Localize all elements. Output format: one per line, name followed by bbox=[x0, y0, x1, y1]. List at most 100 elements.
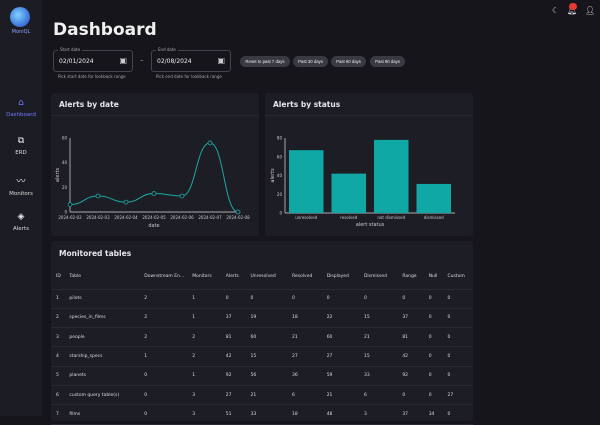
x-tick-label: not dismissed bbox=[377, 215, 405, 220]
table-cell: 2 bbox=[139, 308, 188, 329]
column-header[interactable]: Dismissed bbox=[358, 264, 398, 290]
sidebar-item-monitors[interactable]: 〰 Monitors bbox=[0, 174, 42, 197]
table-cell: 60 bbox=[321, 327, 359, 348]
nav-label: Monitors bbox=[9, 191, 33, 197]
dark-mode-icon[interactable]: ☾ bbox=[552, 6, 560, 15]
sidebar-item-erd[interactable]: ⧉ ERD bbox=[0, 136, 42, 156]
table-cell: 34 bbox=[423, 404, 443, 425]
table-cell: 0 bbox=[423, 308, 443, 329]
card-title: Alerts by date bbox=[51, 93, 259, 116]
table-row[interactable]: 1 pilots 2 1 0 0 0 0 0 0 0 0 bbox=[51, 289, 473, 309]
table-cell: 15 bbox=[358, 308, 398, 329]
past-60-days-button[interactable]: Past 60 days bbox=[331, 56, 366, 67]
data-point bbox=[67, 202, 73, 207]
calendar-icon[interactable]: ▣ bbox=[217, 56, 225, 65]
table-cell: 0 bbox=[358, 289, 398, 309]
table-row[interactable]: 2 species_in_films 2 1 37 19 18 22 15 37 0 0 bbox=[51, 308, 473, 329]
notifications-icon[interactable]: 🔔︎ bbox=[567, 6, 578, 15]
column-header[interactable]: ID bbox=[51, 264, 65, 290]
table-cell: 0 bbox=[321, 289, 359, 309]
end-date-input[interactable]: End date 02/08/2024 ▣ bbox=[151, 47, 231, 72]
table-row[interactable]: 4 starship_specs 1 2 42 15 27 27 15 42 0 0 bbox=[51, 346, 473, 367]
table-row[interactable]: 7 films 0 3 51 33 18 48 3 37 34 0 bbox=[51, 404, 473, 425]
table-cell: 42 bbox=[220, 346, 246, 367]
data-point bbox=[95, 193, 101, 199]
column-header[interactable]: Displayed bbox=[321, 264, 359, 290]
sidebar-item-alerts[interactable]: ◈ Alerts bbox=[0, 212, 42, 232]
table-cell: 0 bbox=[245, 289, 287, 309]
logo-icon[interactable] bbox=[10, 7, 30, 27]
start-date-input[interactable]: Start date 02/01/2024 ▣ bbox=[53, 47, 133, 72]
table-cell: 2 bbox=[139, 327, 188, 348]
column-header[interactable]: Range bbox=[397, 264, 424, 290]
alerts-by-status-card: Alerts by status 0 20 40 60 80 unresolved reso… bbox=[265, 93, 473, 236]
nav-label: Dashboard bbox=[6, 112, 36, 118]
table-cell: 81 bbox=[397, 327, 424, 348]
table-cell: 4 bbox=[51, 346, 65, 367]
end-date-help: Pick end date for lookback range bbox=[156, 74, 222, 79]
table-cell: people bbox=[64, 327, 140, 348]
table-row[interactable]: 5 planets 0 1 92 56 36 59 33 92 0 0 bbox=[51, 366, 473, 386]
table-cell: 22 bbox=[321, 308, 359, 329]
column-header[interactable]: Custom bbox=[442, 264, 473, 290]
column-header[interactable]: Null bbox=[423, 264, 443, 290]
table-cell: 21 bbox=[321, 385, 359, 406]
table-cell: 6 bbox=[51, 385, 65, 406]
x-tick-label: 2024-02-05 bbox=[142, 215, 166, 220]
table-cell: 27 bbox=[321, 346, 359, 367]
table-cell: films bbox=[64, 404, 140, 425]
column-header[interactable]: Downstream En... bbox=[139, 264, 188, 290]
account-icon[interactable]: 👤︎ bbox=[585, 6, 596, 15]
table-cell: planets bbox=[64, 366, 140, 386]
column-header[interactable]: Resolved bbox=[286, 264, 322, 290]
table-row[interactable]: 6 custom query table(s) 0 3 27 21 6 21 6 0 0 27 bbox=[51, 385, 473, 406]
data-point bbox=[207, 140, 213, 146]
y-tick-label: 60 bbox=[62, 136, 68, 141]
x-tick-label: dismissed bbox=[424, 215, 444, 220]
table-cell: 1 bbox=[187, 289, 221, 309]
x-axis-label: date bbox=[148, 223, 159, 229]
column-header[interactable]: Alerts bbox=[220, 264, 246, 290]
monitored-tables-table: ID Table Downstream En... Monitors Alerts Unr… bbox=[51, 264, 473, 425]
page-title: Dashboard bbox=[53, 20, 157, 40]
past-90-days-button[interactable]: Past 90 days bbox=[370, 56, 405, 67]
start-date-label: Start date bbox=[58, 47, 83, 52]
table-cell: 2 bbox=[187, 346, 221, 367]
column-header[interactable]: Unresolved bbox=[245, 264, 287, 290]
reset-7-days-button[interactable]: Reset to past 7 days bbox=[240, 56, 290, 67]
monitored-tables-card: Monitored tables ID Table Downstream En...… bbox=[51, 241, 473, 425]
y-tick-label: 80 bbox=[277, 136, 283, 141]
calendar-icon[interactable]: ▣ bbox=[119, 56, 127, 65]
table-cell: 0 bbox=[442, 366, 473, 386]
card-title: Monitored tables bbox=[59, 249, 132, 258]
table-cell: 0 bbox=[423, 346, 443, 367]
data-point bbox=[179, 193, 185, 199]
table-cell: 56 bbox=[245, 366, 287, 386]
past-30-days-button[interactable]: Past 30 days bbox=[293, 56, 328, 67]
end-date-label: End date bbox=[156, 47, 178, 52]
table-cell: 0 bbox=[397, 385, 424, 406]
table-cell: 0 bbox=[442, 327, 473, 348]
column-header[interactable]: Table bbox=[64, 264, 140, 290]
table-cell: starship_specs bbox=[64, 346, 140, 367]
column-header[interactable]: Monitors bbox=[187, 264, 221, 290]
table-cell: 92 bbox=[220, 366, 246, 386]
bar bbox=[289, 150, 324, 213]
table-cell: 36 bbox=[286, 366, 322, 386]
y-tick-label: 20 bbox=[62, 185, 68, 190]
nav-label: Alerts bbox=[13, 226, 29, 232]
table-row[interactable]: 3 people 2 2 81 60 21 60 21 81 0 0 bbox=[51, 327, 473, 348]
y-tick-label: 60 bbox=[277, 154, 283, 159]
table-cell: 0 bbox=[423, 385, 443, 406]
sidebar-item-dashboard[interactable]: ⌂ Dashboard bbox=[0, 98, 42, 118]
table-cell: 21 bbox=[358, 327, 398, 348]
table-cell: 3 bbox=[358, 404, 398, 425]
table-cell: species_in_films bbox=[64, 308, 140, 329]
table-cell: 0 bbox=[397, 289, 424, 309]
bar bbox=[416, 183, 451, 213]
x-tick-label: 2024-02-03 bbox=[86, 215, 110, 220]
table-cell: 2 bbox=[139, 289, 188, 309]
y-tick-label: 0 bbox=[64, 210, 67, 215]
table-cell: 15 bbox=[358, 346, 398, 367]
table-cell: 0 bbox=[139, 385, 188, 406]
